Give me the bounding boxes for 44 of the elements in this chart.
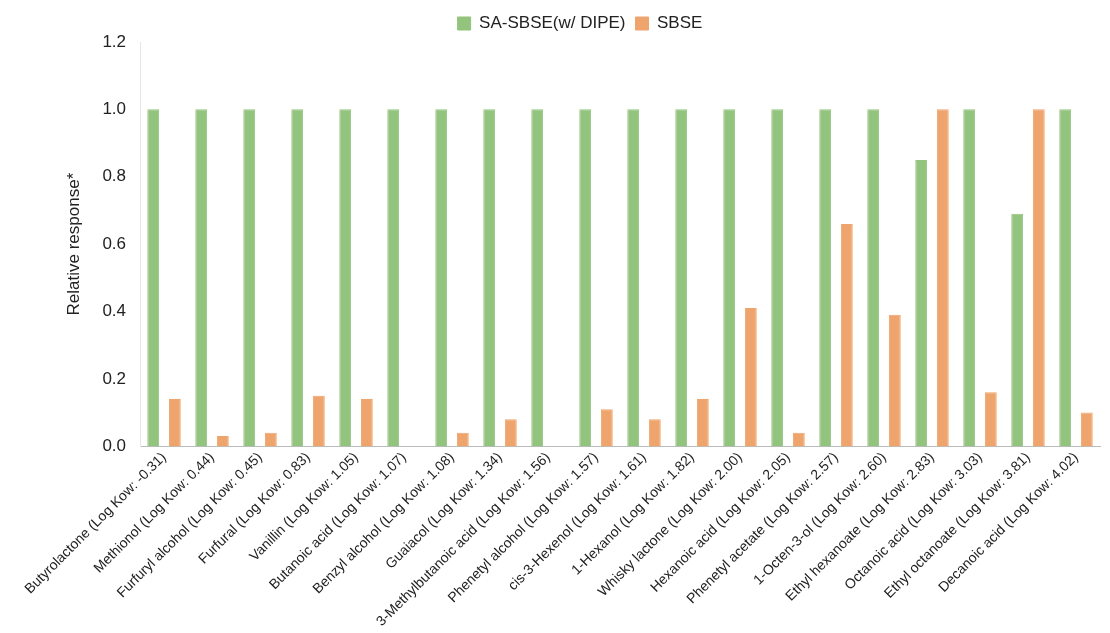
bar [936,109,949,447]
bar [1080,412,1093,447]
y-tick-label: 1.0 [102,99,127,119]
y-tick-label: 0.6 [102,233,127,253]
bar [627,109,640,447]
bar [984,392,997,447]
legend-label: SA-SBSE(w/ DIPE) [479,13,626,33]
bar [1032,109,1045,447]
y-tick-label: 1.2 [102,31,127,51]
bar [339,109,352,447]
bar [744,308,757,447]
bar [915,159,928,447]
bar [600,409,613,447]
bar [147,109,160,447]
bar [504,419,517,447]
bar [648,419,661,447]
bar [675,109,688,447]
y-tick-label: 0.8 [102,166,127,186]
bar [771,109,784,447]
bar [387,109,400,447]
bar [888,314,901,447]
bar [963,109,976,447]
bar [579,109,592,447]
bar [243,109,256,447]
bar [840,223,853,447]
bar [1011,213,1024,447]
y-tick-label: 0.0 [102,435,127,455]
bar [195,109,208,447]
bar [360,399,373,447]
bar [696,399,709,447]
bar [483,109,496,447]
y-tick-label: 0.2 [102,368,127,388]
bar [531,109,544,447]
bar [867,109,880,447]
bar [1059,109,1072,447]
bar [168,399,181,447]
bar [723,109,736,447]
bar [312,395,325,447]
bar [435,109,448,447]
y-axis-title: Relative response* [63,172,83,316]
legend-label: SBSE [657,13,703,33]
bar [819,109,832,447]
y-tick-label: 0.4 [102,301,127,321]
bar [291,109,304,447]
